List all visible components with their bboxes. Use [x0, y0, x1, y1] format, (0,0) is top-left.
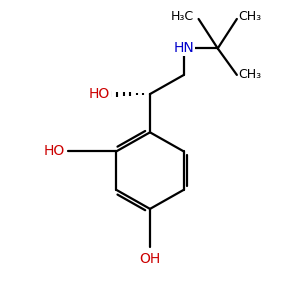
- Text: H₃C: H₃C: [170, 10, 194, 22]
- Text: HN: HN: [173, 41, 194, 56]
- Text: CH₃: CH₃: [238, 10, 262, 22]
- Text: CH₃: CH₃: [238, 68, 262, 81]
- Text: HO: HO: [89, 87, 110, 101]
- Text: OH: OH: [140, 252, 160, 266]
- Text: HO: HO: [44, 145, 64, 158]
